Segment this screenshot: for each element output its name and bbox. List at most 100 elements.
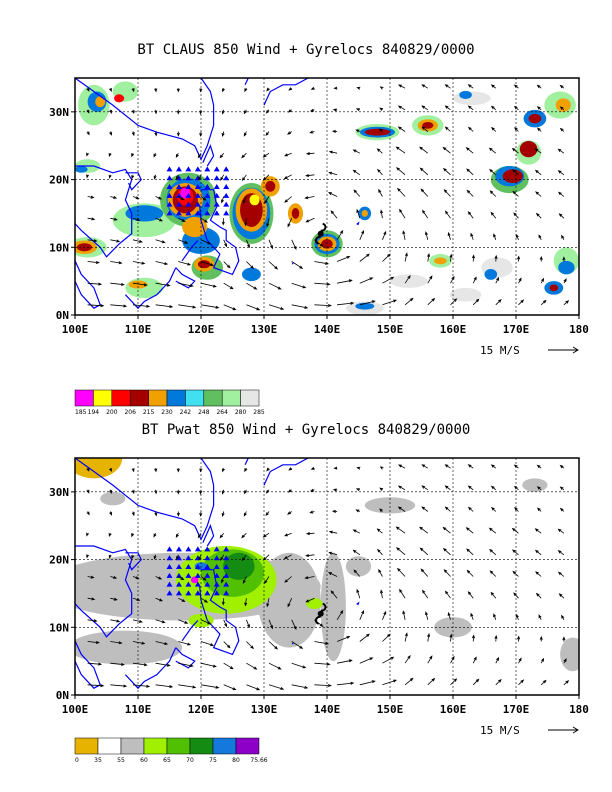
x-tick-label: 170E [503, 323, 530, 336]
wind-arrow [421, 126, 429, 132]
wind-arrow [86, 131, 90, 136]
wind-arrow [356, 588, 361, 599]
wind-arrow [539, 255, 543, 262]
wind-arrow [131, 109, 135, 115]
shaded-region [434, 257, 447, 265]
wind-arrow [244, 598, 248, 607]
colorbar-swatch [189, 737, 214, 755]
wind-arrow [467, 105, 474, 111]
wind-arrow [155, 217, 164, 222]
wind-arrow [264, 576, 270, 585]
wind-arrow [155, 641, 169, 646]
wind-arrow [559, 507, 565, 512]
wind-arrow [264, 196, 270, 205]
observation-marker [185, 166, 192, 172]
wind-arrow [154, 468, 158, 473]
wind-arrow [304, 576, 315, 580]
wind-arrow [176, 109, 180, 115]
wind-arrow [283, 174, 292, 180]
wind-arrow [490, 464, 497, 469]
wind-arrow [376, 168, 383, 176]
wind-arrow [561, 234, 565, 240]
shaded-region [345, 556, 372, 577]
wind-arrow [559, 127, 565, 132]
coastline [125, 172, 142, 191]
wind-arrow [379, 466, 384, 470]
wind-arrow [110, 684, 128, 688]
wind-arrow [420, 568, 429, 577]
wind-arrow [514, 127, 519, 132]
wind-arrow [131, 174, 135, 180]
wind-arrow [131, 511, 135, 517]
wind-arrow [268, 662, 282, 670]
wind-arrow [444, 210, 451, 219]
top-panel-title: BT CLAUS 850 Wind + Gyrelocs 840829/0000 [137, 42, 475, 58]
wind-arrow [559, 464, 565, 469]
wind-arrow [86, 87, 90, 92]
wind-arrow [155, 196, 163, 200]
wind-arrow [397, 506, 406, 512]
wind-arrow [470, 232, 474, 240]
shaded-region [114, 94, 125, 103]
wind-arrow [262, 152, 270, 158]
wind-arrow [356, 208, 361, 219]
observation-marker [223, 166, 230, 172]
wind-arrow [404, 252, 408, 262]
observation-marker [185, 555, 192, 561]
wind-arrow [397, 84, 406, 89]
y-tick-label: 0N [56, 309, 69, 322]
wind-arrow [241, 174, 247, 182]
wind-arrow [198, 174, 202, 181]
wind-arrow [380, 589, 384, 599]
wind-arrow [489, 168, 497, 176]
observation-marker [223, 184, 230, 190]
wind-arrow [467, 84, 474, 89]
colorbar-label: 264 [216, 409, 228, 416]
shaded-region [249, 194, 260, 206]
y-tick-label: 10N [49, 241, 69, 254]
colorbar-label: 65 [163, 757, 171, 764]
observation-marker [175, 572, 182, 578]
wind-arrow [559, 84, 565, 89]
wind-arrow [200, 597, 209, 603]
wind-arrow [109, 109, 112, 114]
wind-arrow [397, 464, 406, 469]
wind-arrow [559, 106, 565, 111]
wind-arrow [86, 174, 90, 179]
wind-arrow [241, 532, 247, 539]
observation-marker [204, 590, 211, 596]
colorbar-swatch [240, 389, 260, 407]
wind-arrow [397, 105, 406, 111]
observation-marker [185, 590, 192, 596]
wind-arrow [327, 572, 338, 577]
wind-arrow [223, 662, 234, 670]
coastline [75, 458, 215, 541]
wind-arrow [467, 126, 474, 132]
wind-arrow [336, 229, 344, 241]
colorbar-swatch [148, 389, 168, 407]
wind-arrow [491, 126, 497, 132]
wind-arrow [450, 655, 455, 664]
colorbar-swatch [111, 389, 131, 407]
wind-arrow [534, 549, 542, 556]
wind-arrow [379, 128, 383, 132]
observation-marker [175, 192, 182, 198]
wind-arrow [467, 485, 474, 491]
wind-arrow [337, 279, 353, 284]
wind-arrow [518, 299, 525, 306]
wind-arrow [425, 231, 429, 240]
wind-arrow [244, 468, 248, 473]
wind-arrow [110, 282, 125, 286]
wind-arrow [444, 84, 451, 89]
wind-arrow [352, 169, 361, 176]
wind-arrow [427, 252, 431, 262]
wind-arrow [110, 662, 125, 666]
coastline [202, 524, 215, 547]
coastline [175, 647, 196, 669]
wind-arrow [87, 260, 100, 264]
x-tick-label: 140E [314, 323, 341, 336]
wind-arrow [376, 548, 383, 556]
wind-arrow [395, 146, 406, 154]
wind-arrow [563, 300, 570, 306]
